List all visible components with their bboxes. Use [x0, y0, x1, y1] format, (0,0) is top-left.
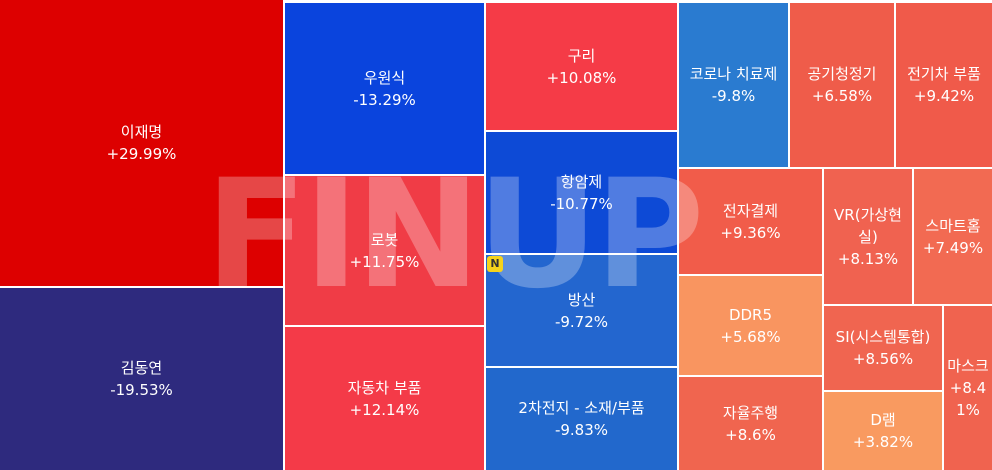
tile: 스마트홈 +7.49%: [914, 169, 992, 304]
tile-value: +10.08%: [546, 68, 617, 87]
tile-value: +9.36%: [720, 223, 781, 242]
tile-label: 전기차 부품: [907, 65, 981, 83]
tile-value: +5.68%: [720, 327, 781, 346]
tile: 우원식 -13.29%: [285, 3, 484, 174]
tile-value: +9.42%: [913, 87, 975, 105]
tile: SI(시스템통합) +8.56%: [824, 306, 942, 390]
tile-value: +3.82%: [852, 433, 914, 451]
tile-label: 스마트홈: [925, 216, 981, 235]
badge: N: [487, 256, 503, 272]
tile-value: +12.14%: [349, 400, 420, 419]
tile-label: 우원식: [363, 68, 406, 87]
tile: 마스크 +8.41%: [944, 306, 992, 470]
tile: 전자결제 +9.36%: [679, 169, 822, 274]
tile: 2차전지 - 소재/부품 -9.83%: [486, 368, 677, 470]
tile-label: VR(가상현실): [834, 205, 902, 246]
tile: 전기차 부품 +9.42%: [896, 3, 992, 167]
tile-value: -19.53%: [110, 381, 173, 399]
tile-value: -10.77%: [550, 194, 613, 213]
tile-label: 자율주행: [722, 403, 779, 422]
tile-label: DDR5: [728, 305, 773, 324]
tile-value: -9.8%: [711, 87, 756, 105]
tile-value: +8.13%: [837, 249, 899, 268]
tile-label: 이재명: [120, 123, 163, 141]
tile: 방산 -9.72%: [486, 255, 677, 366]
tile-label: 로봇: [370, 230, 399, 249]
tile-label: 항암제: [560, 172, 603, 191]
tile: 이재명 +29.99%: [0, 0, 283, 286]
tile-label: D램: [870, 411, 896, 429]
tile: 공기청정기 +6.58%: [790, 3, 894, 167]
tile: 자율주행 +8.6%: [679, 377, 822, 470]
tile-value: +7.49%: [922, 238, 984, 257]
tile-value: -9.83%: [554, 421, 609, 439]
tile: 항암제 -10.77%: [486, 132, 677, 253]
tile-label: 2차전지 - 소재/부품: [518, 399, 645, 417]
tile: VR(가상현실) +8.13%: [824, 169, 912, 304]
tile: DDR5 +5.68%: [679, 276, 822, 375]
tile-value: -9.72%: [554, 312, 609, 331]
tile-label: 자동차 부품: [347, 378, 422, 397]
tile-label: 구리: [567, 46, 596, 65]
tile-value: +8.41%: [949, 379, 987, 419]
tile-label: 코로나 치료제: [689, 65, 778, 83]
tile: D램 +3.82%: [824, 392, 942, 470]
tile-value: -13.29%: [353, 90, 416, 109]
tile-value: +6.58%: [811, 87, 873, 105]
tile-value: +8.6%: [725, 425, 776, 444]
tile-value: +8.56%: [852, 350, 914, 368]
tile: 자동차 부품 +12.14%: [285, 327, 484, 470]
tile-label: 방산: [567, 290, 596, 309]
tile-label: 공기청정기: [807, 65, 877, 83]
tile-label: 마스크: [947, 357, 989, 375]
tile: 구리 +10.08%: [486, 3, 677, 130]
tile: 코로나 치료제 -9.8%: [679, 3, 788, 167]
tile-value: +11.75%: [349, 252, 420, 271]
tile-label: SI(시스템통합): [835, 328, 931, 346]
tile-label: 전자결제: [722, 201, 779, 220]
tile: 로봇 +11.75%: [285, 176, 484, 325]
tile-label: 김동연: [120, 359, 163, 377]
tile-value: +29.99%: [106, 145, 177, 163]
tile: 김동연 -19.53%: [0, 288, 283, 470]
